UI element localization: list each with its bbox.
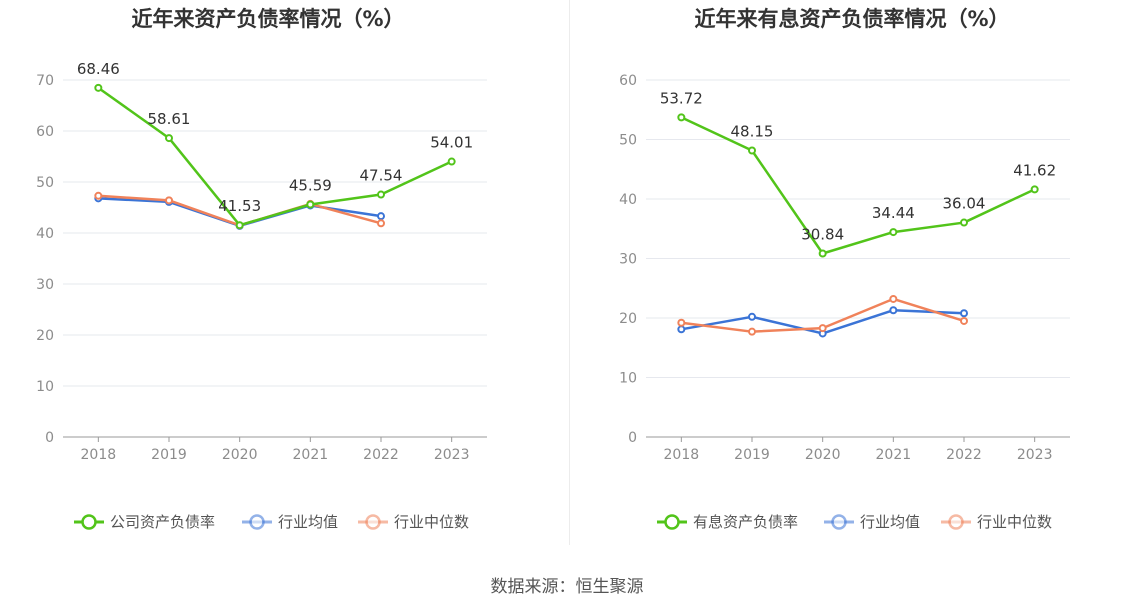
data-point [377, 212, 385, 221]
data-label: 30.84 [801, 226, 844, 244]
y-tick-label: 50 [619, 133, 637, 149]
data-point [960, 218, 968, 227]
x-tick-label: 2019 [734, 447, 770, 463]
legend-item: 行业中位数 [358, 513, 469, 531]
legend-item: 行业中位数 [941, 513, 1052, 531]
data-point [165, 134, 173, 143]
y-tick-label: 20 [36, 328, 54, 344]
legend-label: 行业中位数 [394, 513, 469, 531]
data-point [1030, 185, 1039, 194]
y-tick-label: 0 [628, 430, 637, 446]
data-point [677, 325, 686, 334]
y-tick-label: 40 [619, 192, 637, 208]
x-tick-label: 2018 [81, 447, 117, 463]
y-tick-label: 0 [45, 430, 54, 446]
data-point [889, 228, 898, 237]
legend-marker [249, 514, 265, 530]
y-tick-label: 30 [36, 277, 54, 293]
data-label: 45.59 [289, 176, 332, 194]
y-tick-label: 20 [619, 311, 637, 327]
data-point [677, 318, 686, 327]
data-point [447, 157, 456, 166]
legend-marker [831, 514, 847, 530]
data-point [235, 221, 244, 230]
data-point [165, 196, 173, 205]
data-point [818, 249, 827, 258]
data-label: 54.01 [430, 134, 473, 152]
data-label: 41.53 [218, 197, 261, 215]
chart-panel-1: 近年来资产负债率情况（%） 0 10 20 30 40 50 60 70 2018 2019 2020… [36, 7, 487, 531]
legend-item: 公司资产负债率 [74, 513, 215, 531]
data-point [889, 294, 898, 303]
data-label: 41.62 [1013, 161, 1056, 179]
panel-divider [569, 0, 570, 545]
data-point [677, 113, 686, 122]
data-point [94, 191, 103, 200]
legend-label: 有息资产负债率 [693, 513, 798, 531]
data-label: 47.54 [360, 167, 403, 185]
legend-item: 行业均值 [242, 513, 338, 531]
x-tick-label: 2023 [434, 447, 470, 463]
legend-marker [81, 514, 97, 530]
legend-item: 有息资产负债率 [657, 513, 798, 531]
data-point [960, 309, 968, 318]
y-tick-label: 40 [36, 226, 54, 242]
chart-title: 近年来资产负债率情况（%） [131, 7, 404, 31]
data-point [306, 200, 315, 209]
data-point [377, 190, 385, 199]
y-tick-label: 70 [36, 73, 54, 89]
x-tick-label: 2023 [1017, 447, 1053, 463]
data-label: 34.44 [872, 204, 915, 222]
data-point [748, 312, 756, 321]
legend-marker [664, 514, 680, 530]
x-tick-label: 2022 [363, 447, 399, 463]
x-tick-label: 2021 [293, 447, 329, 463]
data-label: 53.72 [660, 89, 703, 107]
x-tick-label: 2022 [946, 447, 982, 463]
x-tick-label: 2019 [151, 447, 187, 463]
y-tick-label: 60 [36, 124, 54, 140]
series-line [97, 86, 453, 227]
data-label: 58.61 [148, 110, 191, 128]
y-tick-label: 50 [36, 175, 54, 191]
data-label: 68.46 [77, 60, 120, 78]
y-tick-label: 10 [619, 371, 637, 387]
x-tick-label: 2020 [805, 447, 841, 463]
data-point [818, 324, 827, 333]
data-point [94, 83, 103, 92]
legend-item: 行业均值 [824, 513, 920, 531]
legend-label: 行业中位数 [977, 513, 1052, 531]
legend-marker [365, 514, 381, 530]
x-tick-label: 2021 [876, 447, 912, 463]
data-label: 48.15 [731, 123, 774, 141]
y-tick-label: 10 [36, 379, 54, 395]
y-tick-label: 30 [619, 252, 637, 268]
legend-label: 行业均值 [278, 513, 338, 531]
data-label: 36.04 [943, 195, 986, 213]
series-line [680, 116, 1036, 255]
data-point [889, 306, 898, 315]
data-point [377, 219, 385, 228]
x-tick-label: 2018 [664, 447, 700, 463]
data-point [748, 327, 756, 336]
chart-panel-2: 近年来有息资产负债率情况（%） 0 10 20 30 40 50 60 2018 2019 2020… [619, 7, 1070, 531]
y-tick-label: 60 [619, 73, 637, 89]
legend-label: 公司资产负债率 [110, 513, 215, 531]
data-point [748, 146, 756, 155]
data-source-note: 数据来源：恒生聚源 [490, 577, 644, 597]
legend-marker [948, 514, 964, 530]
data-point [960, 316, 968, 325]
chart-title: 近年来有息资产负债率情况（%） [694, 7, 1009, 31]
legend-label: 行业均值 [860, 513, 920, 531]
x-tick-label: 2020 [222, 447, 258, 463]
